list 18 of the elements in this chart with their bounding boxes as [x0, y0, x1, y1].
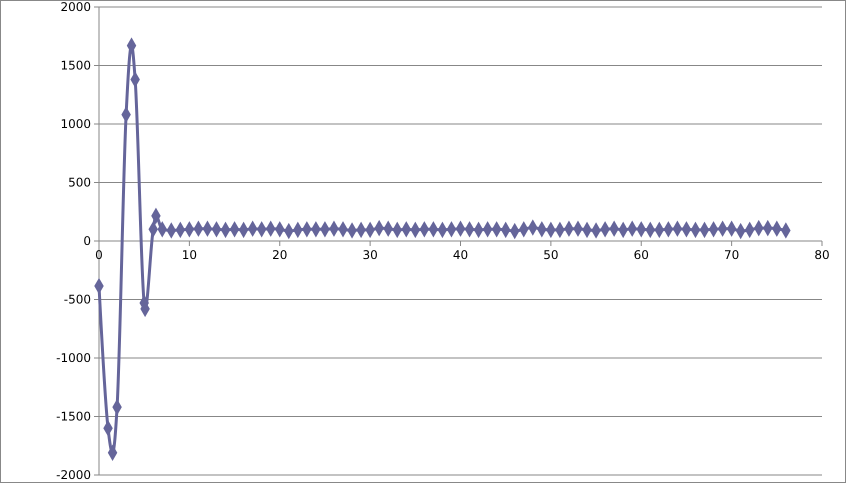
y-tick-label: -2000 [56, 468, 91, 482]
x-tick-label: 30 [362, 248, 378, 262]
x-tick-label: 0 [95, 248, 103, 262]
x-tick-label: 70 [724, 248, 740, 262]
x-tick-label: 20 [272, 248, 288, 262]
y-tick-label: 500 [68, 176, 91, 190]
y-tick-label: 2000 [60, 0, 91, 14]
x-tick-label: 50 [543, 248, 559, 262]
y-tick-label: 0 [83, 234, 91, 248]
x-tick-label: 10 [182, 248, 198, 262]
x-tick-label: 80 [814, 248, 830, 262]
y-tick-label: 1500 [60, 58, 91, 72]
y-tick-label: 1000 [60, 117, 91, 131]
y-tick-label: -1000 [56, 351, 91, 365]
x-tick-label: 60 [634, 248, 649, 262]
x-tick-label: 40 [452, 248, 468, 262]
y-tick-label: -1500 [56, 410, 91, 424]
y-tick-label: -500 [64, 292, 91, 306]
